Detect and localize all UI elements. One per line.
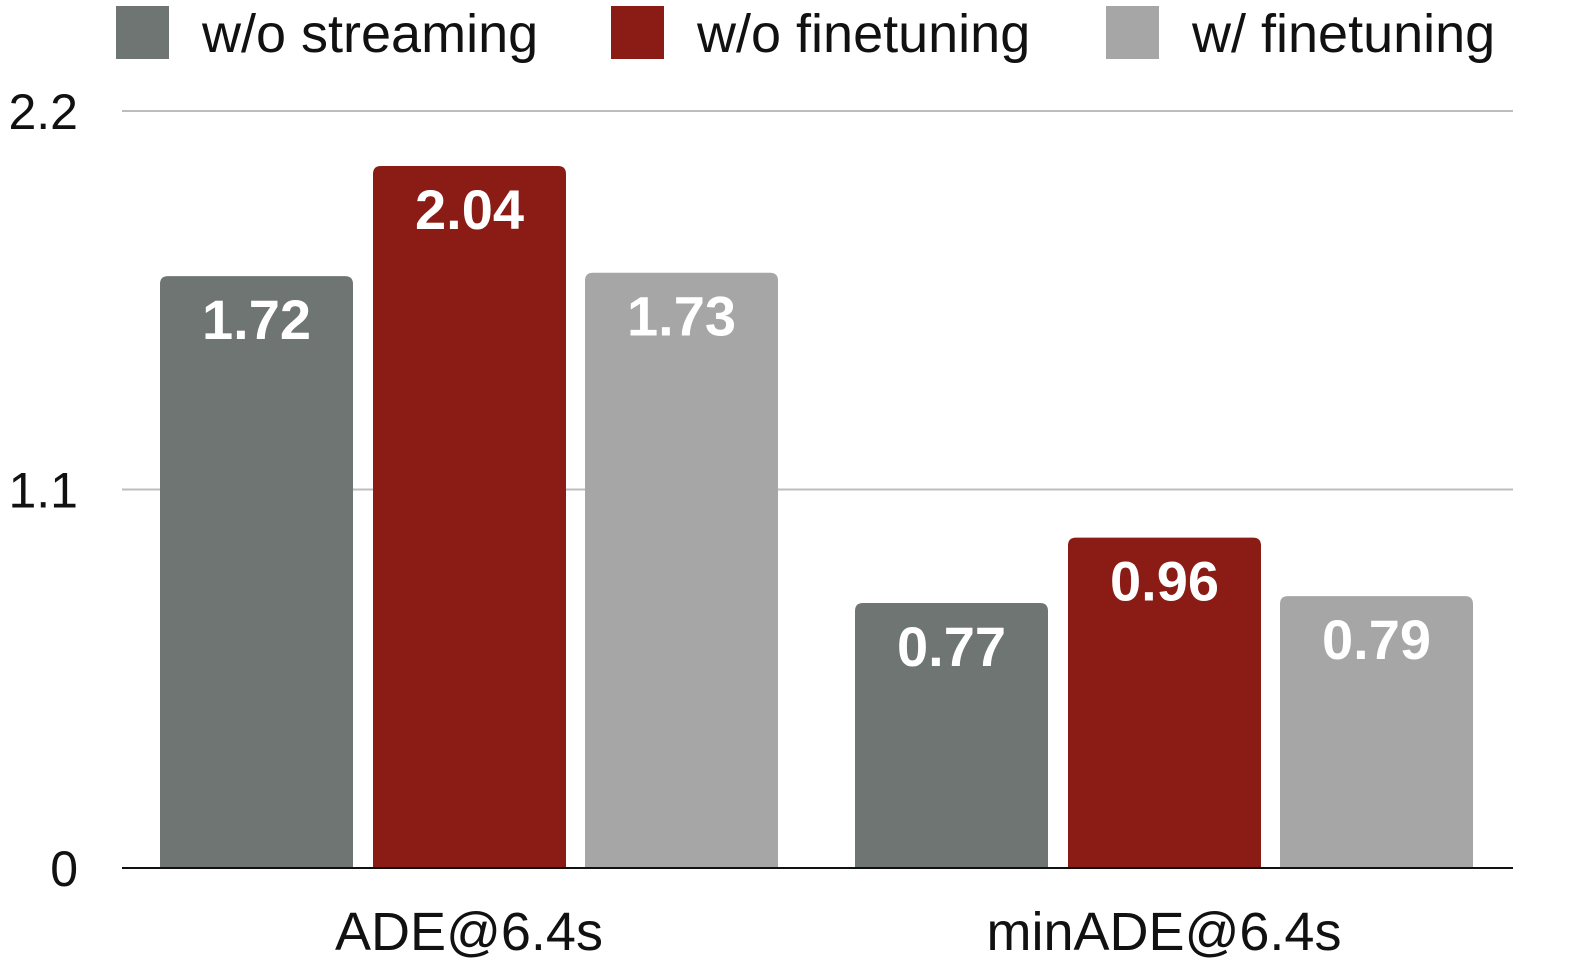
gridlines — [122, 110, 1513, 491]
data-label: 0.96 — [1110, 550, 1219, 613]
bar-1-2 — [855, 603, 1048, 868]
y-tick-label: 2.2 — [8, 84, 78, 140]
legend-swatch-2 — [611, 6, 664, 59]
bar-2-1 — [373, 166, 566, 868]
legend-swatch-1 — [116, 6, 169, 59]
bars: 1.72 2.04 1.73 0.77 0.96 0.79 — [160, 166, 1473, 868]
y-axis: 0 1.1 2.2 — [8, 84, 78, 897]
data-label: 0.79 — [1322, 608, 1431, 671]
legend-swatch-3 — [1106, 6, 1159, 59]
bar-2-2 — [1068, 537, 1261, 868]
y-tick-label: 0 — [50, 841, 78, 897]
data-label: 1.73 — [627, 285, 736, 348]
legend-label-2: w/o finetuning — [696, 4, 1030, 64]
data-label: 0.77 — [897, 615, 1006, 678]
legend-label-3: w/ finetuning — [1191, 4, 1495, 64]
bar-3-2 — [1280, 596, 1473, 868]
data-label: 2.04 — [415, 178, 524, 241]
legend: w/o streaming w/o finetuning w/ finetuning — [116, 4, 1495, 64]
legend-label-1: w/o streaming — [201, 4, 538, 64]
bar-1-1 — [160, 276, 353, 868]
x-tick-label: minADE@6.4s — [987, 902, 1342, 962]
x-axis: ADE@6.4s minADE@6.4s — [122, 867, 1513, 962]
x-tick-label: ADE@6.4s — [335, 902, 603, 962]
y-tick-label: 1.1 — [8, 463, 78, 519]
bar-3-1 — [585, 272, 778, 868]
data-label: 1.72 — [202, 288, 311, 351]
